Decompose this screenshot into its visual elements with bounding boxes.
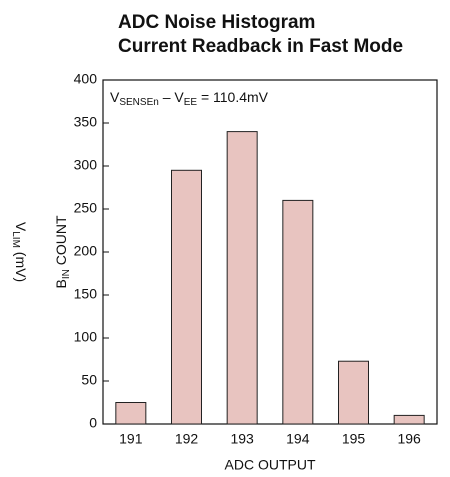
annotation: VSENSEn – VEE = 110.4mV: [110, 89, 269, 108]
x-tick-label: 196: [397, 431, 421, 447]
y-tick-label: 0: [89, 415, 97, 431]
bar: [226, 131, 258, 425]
y-axis-label-outer-part: V: [13, 222, 29, 232]
x-axis-label: ADC OUTPUT: [225, 457, 316, 473]
annotation-part: = 110.4mV: [197, 89, 269, 105]
x-tick-label: 194: [286, 431, 310, 447]
annotation-part: V: [110, 89, 120, 105]
y-tick-label: 250: [74, 200, 98, 216]
y-tick-label: 400: [74, 71, 98, 87]
x-tick-label: 193: [230, 431, 254, 447]
y-tick-label: 300: [74, 157, 98, 173]
y-axis-label-part: COUNT: [53, 215, 69, 269]
y-tick-label: 50: [81, 372, 97, 388]
x-tick-label: 192: [175, 431, 199, 447]
bar: [393, 414, 425, 425]
y-tick-label: 200: [74, 243, 98, 259]
plot-frame: [102, 79, 438, 425]
bar: [282, 199, 314, 425]
annotation-part: – V: [159, 89, 185, 105]
y-axis-label-part: B: [53, 279, 69, 288]
y-tick-label: 100: [74, 329, 98, 345]
chart-title: Current Readback in Fast Mode: [118, 36, 403, 57]
bar: [171, 169, 202, 425]
y-axis-label-outer-part: LIM: [10, 231, 21, 248]
y-axis-label-outer-part: (mV): [13, 248, 29, 282]
chart-title: ADC Noise Histogram: [118, 12, 315, 33]
y-tick-label: 350: [74, 114, 98, 130]
annotation-part: SENSEn: [119, 97, 158, 108]
bar: [115, 402, 147, 425]
bar: [338, 360, 369, 425]
y-axis-label: BIN COUNT: [53, 215, 72, 288]
x-tick-label: 191: [119, 431, 143, 447]
x-tick-label: 195: [342, 431, 366, 447]
annotation-part: EE: [184, 97, 198, 108]
y-axis-label-outer: VLIM (mV): [10, 222, 29, 282]
y-axis-label-part: IN: [61, 269, 72, 279]
y-tick-label: 150: [74, 286, 98, 302]
